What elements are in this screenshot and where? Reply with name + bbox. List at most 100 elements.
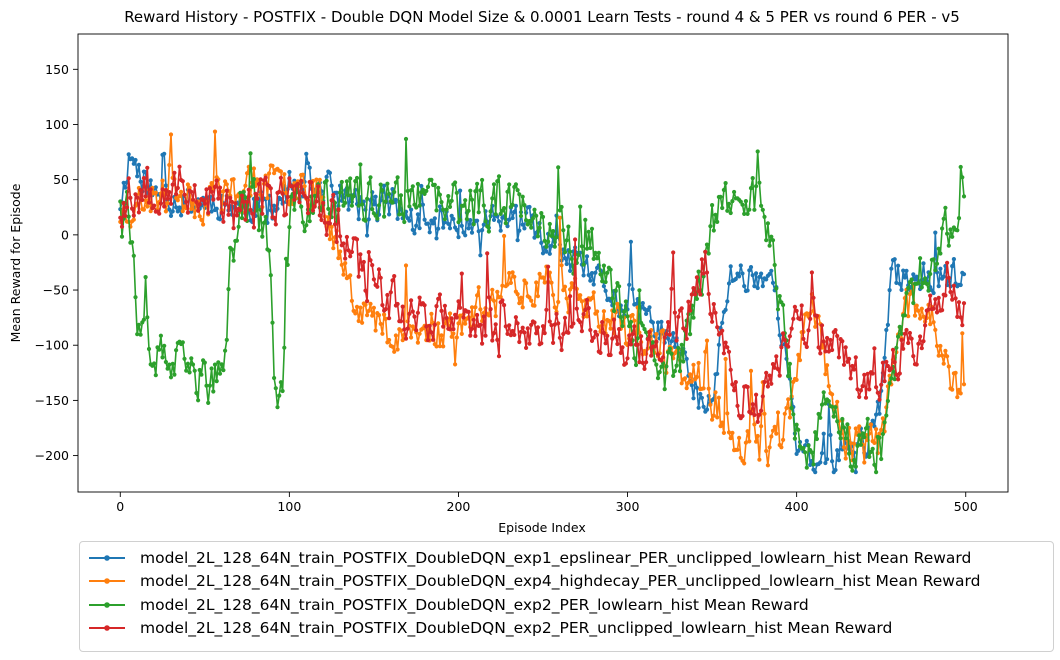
data-point — [669, 351, 674, 356]
data-point — [217, 217, 223, 222]
data-point — [732, 388, 737, 393]
data-point — [368, 301, 373, 306]
data-point — [637, 288, 642, 293]
data-point — [187, 185, 192, 190]
data-point — [684, 356, 689, 361]
data-point — [906, 285, 911, 291]
data-point — [676, 345, 681, 351]
data-point — [679, 306, 684, 311]
data-point — [209, 181, 214, 186]
data-point — [407, 204, 412, 209]
data-point — [135, 174, 140, 179]
data-point — [187, 370, 192, 375]
data-point — [241, 199, 246, 204]
data-point — [811, 462, 816, 467]
data-point — [757, 274, 762, 280]
data-point — [644, 311, 649, 316]
y-tick-label: −200 — [35, 448, 69, 463]
data-point — [710, 319, 715, 324]
data-point — [579, 299, 585, 304]
data-point — [723, 307, 728, 312]
data-point — [201, 197, 206, 203]
data-point — [341, 241, 346, 246]
data-point — [119, 224, 125, 229]
data-point — [321, 200, 326, 206]
data-point — [201, 222, 206, 227]
data-point — [326, 206, 331, 211]
data-point — [348, 176, 353, 181]
data-point — [540, 214, 546, 219]
data-point — [503, 324, 508, 329]
data-point — [748, 411, 754, 416]
data-point — [874, 470, 879, 475]
data-point — [490, 338, 495, 343]
data-point — [833, 405, 838, 410]
data-point — [711, 413, 716, 418]
data-point — [897, 324, 902, 329]
data-point — [833, 328, 838, 333]
data-point — [726, 201, 732, 206]
data-point — [387, 337, 392, 343]
data-point — [282, 345, 287, 350]
data-point — [439, 333, 444, 338]
data-point — [354, 304, 360, 309]
data-point — [960, 331, 965, 336]
data-point — [165, 196, 170, 201]
data-point — [145, 165, 150, 170]
x-tick-label: 300 — [616, 499, 640, 514]
data-point — [371, 277, 376, 282]
data-point — [507, 323, 512, 328]
data-point — [860, 384, 865, 389]
data-point — [376, 203, 382, 208]
data-point — [338, 249, 343, 254]
data-point — [412, 314, 417, 319]
data-point — [532, 235, 537, 240]
data-point — [847, 356, 852, 361]
data-point — [909, 336, 914, 341]
data-point — [921, 280, 926, 286]
data-point — [730, 382, 735, 387]
data-point — [743, 199, 749, 204]
data-point — [943, 293, 948, 298]
data-point — [366, 217, 371, 222]
data-point — [495, 337, 500, 342]
data-point — [559, 204, 564, 210]
data-point — [417, 203, 422, 208]
data-point — [507, 182, 512, 187]
data-point — [250, 184, 255, 189]
data-point — [769, 381, 774, 386]
data-point — [529, 225, 534, 230]
data-point — [767, 445, 772, 450]
data-point — [131, 253, 136, 258]
data-point — [759, 271, 764, 276]
data-point — [356, 217, 361, 222]
data-point — [442, 303, 447, 308]
data-point — [278, 175, 283, 180]
data-point — [764, 448, 769, 454]
data-point — [517, 192, 522, 197]
data-point — [175, 185, 180, 191]
data-point — [715, 325, 720, 330]
plot-frame — [77, 33, 1009, 493]
data-point — [696, 360, 701, 366]
data-point — [510, 215, 515, 221]
data-point — [348, 254, 353, 259]
data-point — [825, 363, 830, 368]
legend-item: model_2L_128_64N_train_POSTFIX_DoubleDQN… — [88, 617, 1053, 641]
data-point — [882, 420, 887, 425]
data-point — [615, 281, 620, 286]
data-point — [816, 345, 821, 350]
data-point — [168, 213, 174, 218]
data-point — [304, 195, 309, 200]
data-point — [559, 347, 564, 353]
data-point — [794, 308, 799, 313]
data-point — [192, 183, 197, 188]
data-point — [600, 279, 605, 284]
data-point — [941, 361, 946, 366]
data-point — [936, 295, 941, 300]
data-point — [339, 179, 344, 185]
data-point — [407, 311, 412, 316]
data-point — [868, 422, 874, 427]
data-point — [507, 270, 512, 276]
data-point — [775, 367, 781, 372]
